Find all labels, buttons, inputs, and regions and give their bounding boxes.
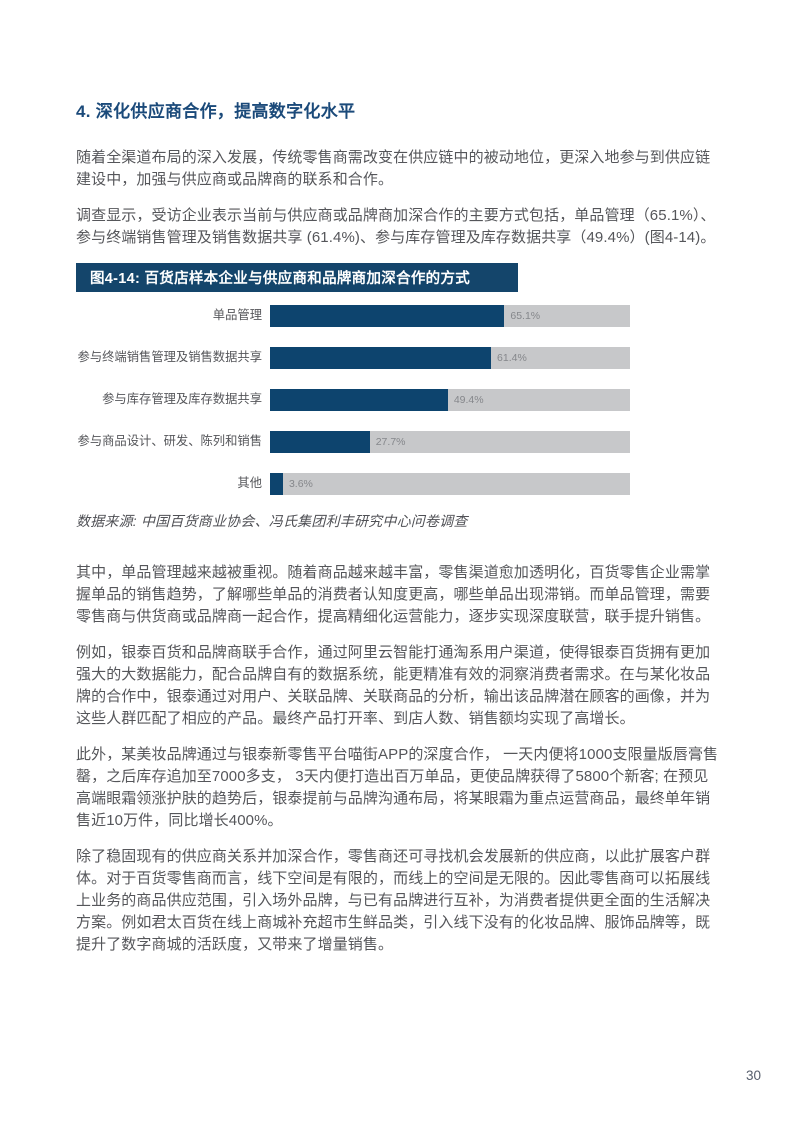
bar-fill: [270, 305, 505, 327]
bar-row: 参与库存管理及库存数据共享 49.4%: [76, 389, 630, 411]
bar-category-label: 参与商品设计、研发、陈列和销售: [77, 434, 262, 449]
bar-row: 参与终端销售管理及销售数据共享 61.4%: [76, 347, 630, 369]
bar-track: 65.1%: [270, 305, 630, 327]
bar-value-label: 27.7%: [375, 436, 406, 448]
bar-track: 27.7%: [270, 431, 630, 453]
bar-track: 61.4%: [270, 347, 630, 369]
bar-fill: [270, 431, 370, 453]
page-number: 30: [746, 1068, 762, 1083]
body-paragraph-3: 此外，某美妆品牌通过与银泰新零售平台喵街APP的深度合作， 一天内便将1000支…: [76, 746, 719, 829]
bar-row: 单品管理 65.1%: [76, 305, 630, 327]
bar-category-label: 参与终端销售管理及销售数据共享: [77, 350, 262, 365]
bar-value-label: 3.6%: [288, 478, 313, 490]
bar-row: 其他 3.6%: [76, 473, 630, 495]
page-content: 4. 深化供应商合作，提高数字化水平 随着全渠道布局的深入发展，传统零售商需改变…: [76, 101, 722, 970]
bar-value-label: 49.4%: [453, 394, 484, 406]
bar-fill: [270, 347, 492, 369]
bar-track: 3.6%: [270, 473, 630, 495]
bar-category-label: 其他: [237, 476, 262, 491]
bar-track: 49.4%: [270, 389, 630, 411]
bar-fill: [270, 389, 448, 411]
intro-paragraph-1: 随着全渠道布局的深入发展，传统零售商需改变在供应链中的被动地位，更深入地参与到供…: [76, 149, 711, 188]
chart-source-note: 数据来源: 中国百货商业协会、冯氏集团利丰研究中心问卷调查: [76, 513, 468, 529]
intro-paragraph-2: 调查显示，受访企业表示当前与供应商或品牌商加深合作的主要方式包括，单品管理（65…: [76, 207, 716, 246]
bar-value-label: 61.4%: [497, 352, 527, 364]
bar-category-label: 参与库存管理及库存数据共享: [102, 392, 262, 407]
bar-row: 参与商品设计、研发、陈列和销售 27.7%: [76, 431, 630, 453]
figure-title: 图4-14: 百货店样本企业与供应商和品牌商加深合作的方式: [90, 271, 471, 287]
body-paragraph-2: 例如，银泰百货和品牌商联手合作，通过阿里云智能打通淘系用户渠道，使得银泰百货拥有…: [76, 644, 711, 727]
body-paragraph-1: 其中，单品管理越来越被重视。随着商品越来越丰富，零售渠道愈加透明化，百货零售企业…: [76, 564, 711, 625]
figure-title-bar: 图4-14: 百货店样本企业与供应商和品牌商加深合作的方式: [76, 263, 518, 292]
bar-chart: 单品管理 65.1% 参与终端销售管理及销售数据共享 61.4% 参与库存管理及…: [76, 305, 630, 495]
section-heading: 4. 深化供应商合作，提高数字化水平: [76, 102, 356, 121]
bar-fill: [270, 473, 283, 495]
body-paragraph-4: 除了稳固现有的供应商关系并加深合作，零售商还可寻找机会发展新的供应商，以此扩展客…: [76, 848, 711, 953]
figure-4-14: 图4-14: 百货店样本企业与供应商和品牌商加深合作的方式 单品管理 65.1%…: [76, 263, 722, 531]
bar-category-label: 单品管理: [212, 308, 262, 323]
bar-value-label: 65.1%: [510, 310, 541, 322]
